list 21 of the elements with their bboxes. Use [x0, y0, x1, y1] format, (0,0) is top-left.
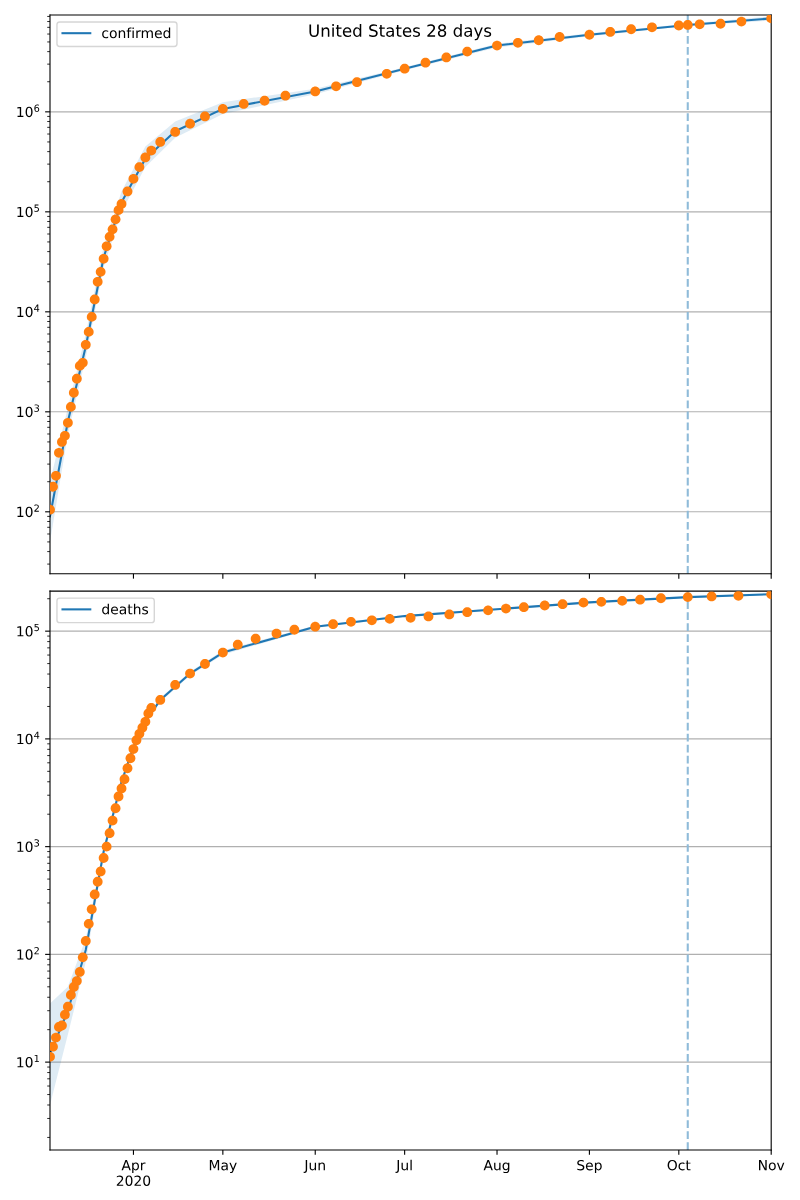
y-tick-label: 10$^{6}$: [17, 104, 40, 118]
x-tick-label: Sep: [577, 1159, 602, 1174]
y-tick-label: 10$^{1}$: [17, 1054, 39, 1068]
y-tick-label: 10$^{5}$: [17, 623, 39, 637]
y-tick-label: 10$^{3}$: [17, 404, 40, 418]
text: United States 28 days: [309, 24, 492, 41]
y-tick-label: 10$^{2}$: [17, 504, 39, 518]
legend-label: confirmed: [102, 27, 171, 39]
x-tick-label: May: [209, 1160, 237, 1174]
x-tick-label: Nov: [759, 1160, 785, 1171]
y-tick-label: 10$^{4}$: [17, 731, 40, 745]
x-tick-label: Oct: [667, 1159, 691, 1171]
x-tick-label: Jun: [303, 1160, 325, 1174]
y-tick-label: 10$^{3}$: [17, 839, 40, 853]
x-tick-label: Aug: [483, 1160, 510, 1174]
x-tick-label: Apr 2020: [116, 1160, 151, 1186]
legend-label: deaths: [102, 603, 149, 615]
y-tick-label: 10$^{5}$: [17, 204, 39, 218]
x-tick-label: Jul: [395, 1159, 412, 1174]
y-tick-label: 10$^{4}$: [17, 304, 40, 318]
y-tick-label: 10$^{2}$: [17, 947, 39, 960]
